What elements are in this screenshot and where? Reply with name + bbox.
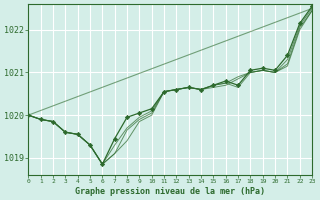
X-axis label: Graphe pression niveau de la mer (hPa): Graphe pression niveau de la mer (hPa) — [75, 187, 265, 196]
